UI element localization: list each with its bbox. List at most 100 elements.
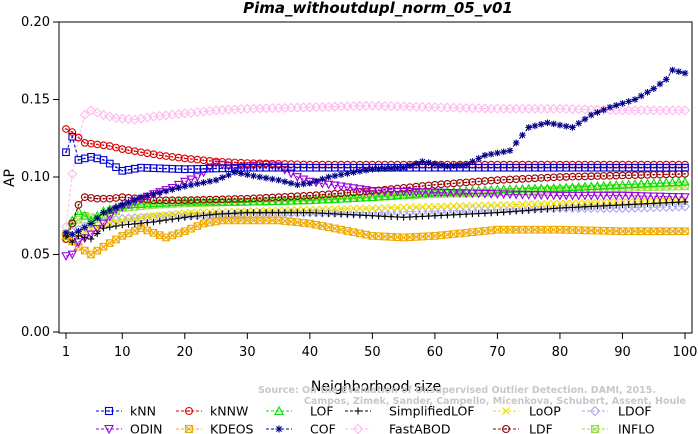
data-point-kdeos	[374, 232, 383, 241]
data-point-simplifiedlof	[106, 223, 114, 231]
data-point-cof	[143, 192, 151, 199]
data-point-odin	[661, 192, 671, 202]
data-point-simplifiedlof	[475, 210, 482, 217]
data-point-cof	[350, 169, 357, 176]
data-point-cof	[556, 121, 564, 129]
data-point-cof	[662, 76, 670, 83]
x-tick-label: 80	[552, 345, 569, 360]
data-point-simplifiedlof	[525, 207, 532, 214]
data-point-simplifiedlof	[168, 215, 176, 223]
data-point-kdeos	[112, 235, 120, 244]
data-point-kdeos	[174, 229, 183, 238]
data-point-lof	[317, 194, 328, 204]
data-point-loop	[600, 198, 608, 206]
data-point-odin	[323, 180, 334, 190]
data-point-loop	[456, 202, 464, 210]
data-point-odin	[267, 161, 278, 171]
data-point-fastabod	[92, 107, 103, 118]
data-point-lof	[405, 189, 415, 199]
data-point-lof	[286, 195, 296, 205]
legend-marker-simplifiedlof	[354, 407, 362, 415]
data-point-lof	[292, 195, 303, 205]
data-point-cof	[331, 172, 339, 180]
data-point-odin	[605, 191, 615, 201]
data-point-loop	[474, 201, 483, 210]
data-point-cof	[212, 176, 220, 184]
data-point-odin	[292, 173, 303, 182]
data-point-odin	[624, 191, 634, 201]
data-point-lof	[211, 196, 221, 206]
data-point-lof	[611, 180, 621, 189]
data-point-simplifiedlof	[150, 218, 157, 226]
data-point-loop	[356, 204, 364, 212]
data-point-loop	[506, 200, 514, 209]
data-point-cof	[269, 175, 276, 183]
data-point-simplifiedlof	[219, 210, 226, 218]
data-point-odin	[348, 184, 359, 194]
data-point-fastabod	[79, 109, 90, 121]
data-point-loop	[343, 204, 352, 213]
data-point-ldf	[424, 181, 433, 190]
data-point-kdeos	[349, 228, 358, 237]
data-point-lof	[167, 197, 178, 207]
data-point-simplifiedlof	[637, 200, 645, 208]
data-point-lof	[355, 192, 365, 202]
x-tick-label: 30	[239, 345, 256, 360]
data-point-loop	[424, 202, 433, 211]
data-point-odin	[448, 189, 459, 198]
data-point-knnw	[168, 153, 177, 161]
data-point-fastabod	[117, 113, 128, 124]
data-point-simplifiedlof	[425, 212, 432, 220]
data-point-simplifiedlof	[112, 222, 120, 230]
data-point-cof	[306, 179, 314, 187]
legend-label-ldf: LDF	[529, 422, 553, 434]
data-point-loop	[168, 210, 176, 218]
data-point-simplifiedlof	[87, 235, 95, 243]
legend-label-lof: LOF	[310, 404, 334, 419]
data-point-simplifiedlof	[306, 209, 314, 216]
legend-item-lof: LOF	[266, 404, 334, 419]
legend-label-odin: ODIN	[130, 422, 163, 434]
data-point-lof	[661, 177, 671, 187]
data-point-knn	[162, 164, 170, 173]
data-point-simplifiedlof	[412, 213, 420, 220]
data-point-lof	[674, 176, 684, 186]
data-point-kdeos	[474, 227, 483, 236]
legend-label-knnw: kNNW	[210, 404, 248, 419]
data-point-loop	[575, 199, 583, 207]
data-point-odin	[636, 192, 646, 202]
data-point-knn	[74, 156, 83, 164]
x-tick-label: 40	[302, 345, 319, 360]
data-point-simplifiedlof	[569, 204, 576, 211]
data-point-knnw	[143, 149, 152, 158]
data-point-simplifiedlof	[362, 212, 370, 219]
data-point-loop	[556, 199, 564, 208]
data-point-loop	[137, 213, 145, 222]
legend-item-ldf: LDF	[493, 422, 553, 434]
data-point-lof	[461, 185, 471, 195]
data-point-simplifiedlof	[194, 212, 201, 220]
data-point-odin	[561, 191, 571, 201]
data-point-loop	[462, 201, 470, 210]
data-point-loop	[481, 201, 489, 209]
data-point-loop	[393, 203, 402, 212]
data-point-loop	[512, 200, 520, 209]
data-point-simplifiedlof	[650, 200, 658, 207]
data-point-simplifiedlof	[581, 203, 589, 211]
data-point-kdeos	[524, 225, 533, 234]
data-point-simplifiedlof	[600, 202, 608, 210]
data-point-cof	[125, 199, 132, 206]
data-point-lof	[398, 189, 409, 199]
data-point-simplifiedlof	[456, 211, 464, 218]
data-point-knn	[99, 156, 108, 164]
data-point-odin	[423, 188, 434, 198]
data-point-lof	[136, 199, 146, 208]
data-point-odin	[542, 191, 553, 201]
data-point-cof	[625, 98, 633, 105]
data-point-ldf	[624, 171, 633, 180]
data-point-odin	[630, 192, 640, 201]
data-point-cof	[250, 172, 257, 180]
data-point-cof	[481, 152, 489, 159]
data-point-simplifiedlof	[244, 209, 251, 216]
legend-item-simplifiedlof: SimplifiedLOF	[345, 404, 475, 419]
